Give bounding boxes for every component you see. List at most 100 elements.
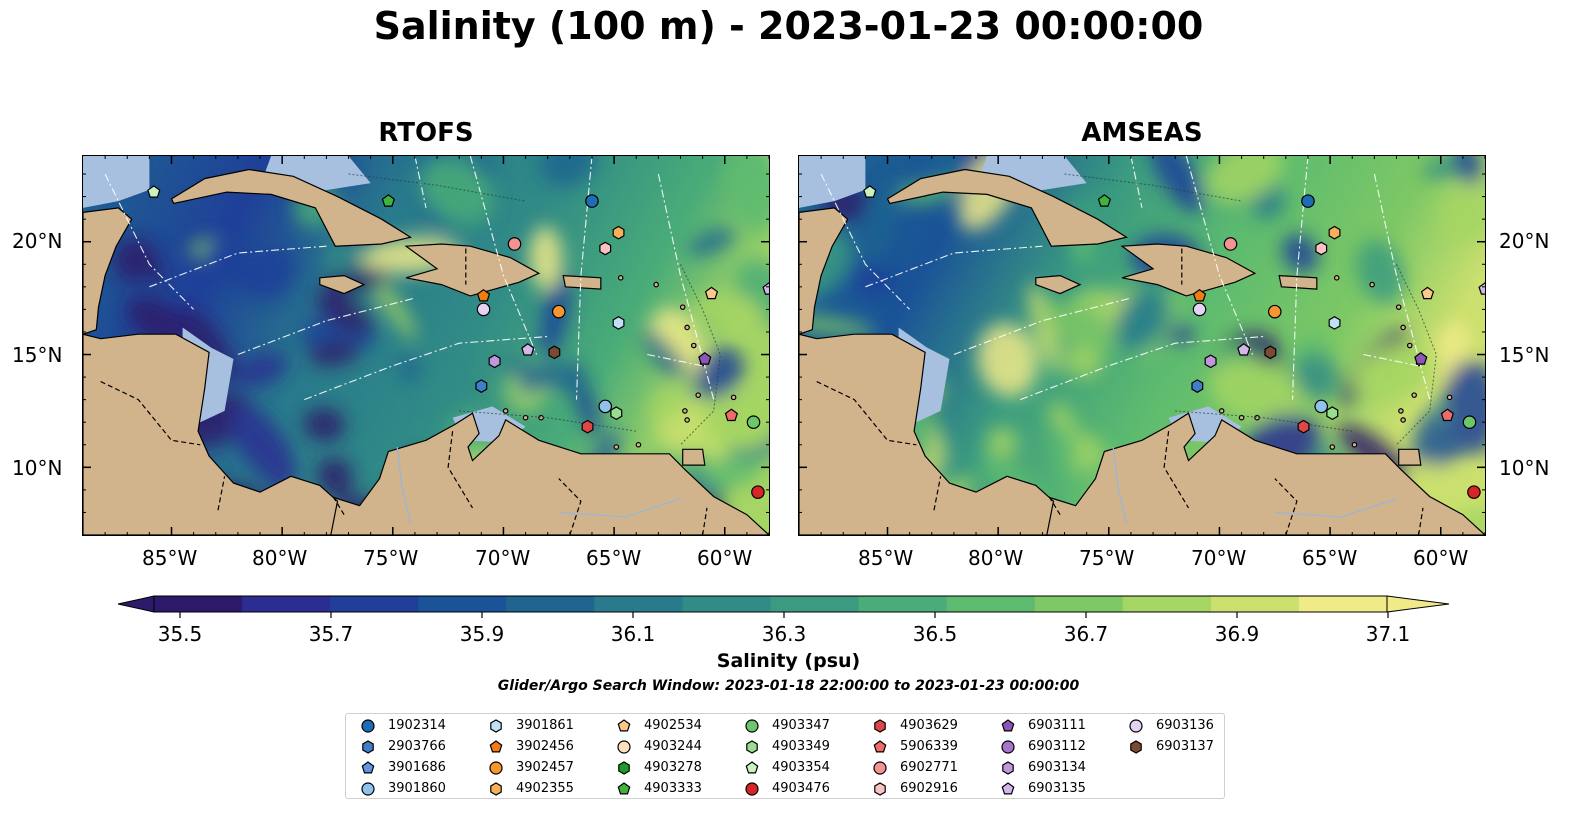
pentagon-icon xyxy=(745,761,759,774)
float-5906339-marker xyxy=(724,408,739,422)
land-yucatan xyxy=(799,207,849,335)
legend-marker-4902355 xyxy=(490,782,502,796)
circle-icon xyxy=(361,782,375,796)
hexagon-icon xyxy=(1002,761,1014,775)
legend-label: 4902355 xyxy=(516,781,574,796)
legend-label: 6903111 xyxy=(1028,718,1086,733)
float-4902355-marker xyxy=(612,225,625,240)
legend-label: 6903135 xyxy=(1028,781,1086,796)
float-3901861-marker xyxy=(612,316,625,330)
float-1902314-marker xyxy=(585,194,599,208)
pentagon-icon xyxy=(873,740,887,753)
float-4903349-marker xyxy=(1326,406,1339,421)
legend-marker-4903629 xyxy=(874,719,886,733)
pentagon-icon xyxy=(1001,782,1015,795)
land-trinidad xyxy=(682,448,706,466)
legend-label: 3902457 xyxy=(516,760,574,775)
float-4903333-marker xyxy=(1097,194,1112,207)
float-3901860-marker xyxy=(1314,399,1329,414)
hexagon-icon xyxy=(746,740,758,754)
float-6902771-marker xyxy=(507,237,522,251)
colorbar-tick-label: 36.1 xyxy=(610,622,656,646)
legend-marker-3901861 xyxy=(490,719,502,733)
lat-label-10: 10°N xyxy=(12,456,63,480)
legend-marker-4903244 xyxy=(617,740,631,754)
land-cuba xyxy=(170,168,413,247)
float-4903354-marker xyxy=(863,185,877,198)
amseas-map xyxy=(798,155,1486,536)
colorbar-segment xyxy=(154,596,243,612)
colorbar-tick-label: 35.5 xyxy=(157,622,203,646)
colorbar xyxy=(117,595,1450,618)
lat-label-15: 15°N xyxy=(12,343,63,367)
colorbar-segment xyxy=(946,596,1036,612)
legend-marker-5906339 xyxy=(873,740,887,753)
legend-marker-6903136 xyxy=(1129,719,1143,733)
float-6903136-marker xyxy=(1192,302,1207,317)
legend-marker-6902916 xyxy=(874,782,886,796)
float-4903354-marker xyxy=(147,185,161,198)
land-yucatan xyxy=(83,207,133,335)
float-6903135-marker xyxy=(1478,282,1485,295)
legend-label: 4903244 xyxy=(644,739,702,754)
colorbar-segment xyxy=(1034,596,1124,612)
colorbar-tick-label: 37.1 xyxy=(1365,622,1411,646)
float-6903137-marker xyxy=(548,345,561,360)
float-3902456-marker xyxy=(476,288,491,302)
land-hispaniola xyxy=(1120,243,1257,297)
lon-label-75: 75°W xyxy=(363,546,419,570)
colorbar-tick-label: 36.3 xyxy=(761,622,807,646)
float-3901860-marker xyxy=(598,399,613,414)
colorbar-extend-low xyxy=(117,595,155,613)
float-6903136-marker xyxy=(476,302,491,317)
float-4903476-marker xyxy=(1467,485,1481,499)
hexagon-icon xyxy=(490,719,502,733)
legend-label: 6902771 xyxy=(900,760,958,775)
float-4903347-marker xyxy=(746,415,761,430)
colorbar-segment xyxy=(770,596,860,612)
circle-icon xyxy=(1129,719,1143,733)
lon-label-60-right: 60°W xyxy=(1413,546,1469,570)
panel-title-rtofs: RTOFS xyxy=(378,118,474,148)
pentagon-icon xyxy=(489,740,503,753)
float-4903349-marker xyxy=(610,406,623,421)
lon-label-80: 80°W xyxy=(252,546,308,570)
legend-label: 5906339 xyxy=(900,739,958,754)
land-cuba xyxy=(886,168,1129,247)
float-6903137-marker xyxy=(1264,345,1277,360)
hexagon-icon xyxy=(874,719,886,733)
pentagon-icon xyxy=(617,782,631,795)
hexagon-icon xyxy=(490,782,502,796)
legend-marker-3902456 xyxy=(489,740,503,753)
legend-marker-2903766 xyxy=(362,740,374,754)
colorbar-segment xyxy=(594,596,683,612)
float-4903333-marker xyxy=(381,194,396,207)
float-legend: 1902314 2903766 3901686 3901860 3901861 39024… xyxy=(345,713,1225,799)
legend-marker-4903333 xyxy=(617,782,631,795)
float-4903476-marker xyxy=(751,485,765,499)
legend-label: 4903333 xyxy=(644,781,702,796)
land-trinidad xyxy=(1398,448,1422,466)
colorbar-segment xyxy=(1122,596,1212,612)
legend-label: 3901860 xyxy=(388,781,446,796)
land-central-america xyxy=(83,333,339,535)
legend-label: 4903349 xyxy=(772,739,830,754)
lon-label-60: 60°W xyxy=(697,546,753,570)
land-puerto-rico xyxy=(1278,274,1318,290)
float-4903629-marker xyxy=(581,419,594,434)
colorbar-tick-label: 35.7 xyxy=(308,622,354,646)
legend-marker-6902771 xyxy=(873,761,887,775)
colorbar-segment xyxy=(1298,596,1388,612)
legend-label: 6903136 xyxy=(1156,718,1214,733)
panel-title-amseas: AMSEAS xyxy=(1081,118,1203,148)
lon-label-85-right: 85°W xyxy=(858,546,914,570)
legend-marker-6903134 xyxy=(1002,761,1014,775)
float-4902355-marker xyxy=(1328,225,1341,240)
float-3902457-marker xyxy=(551,304,566,319)
legend-marker-1902314 xyxy=(361,719,375,733)
float-3902457-marker xyxy=(1267,304,1282,319)
float-6903111-marker xyxy=(1414,352,1428,365)
float-3901861-marker xyxy=(1328,316,1341,330)
colorbar-tick-label: 36.9 xyxy=(1214,622,1260,646)
rtofs-map xyxy=(82,155,770,536)
